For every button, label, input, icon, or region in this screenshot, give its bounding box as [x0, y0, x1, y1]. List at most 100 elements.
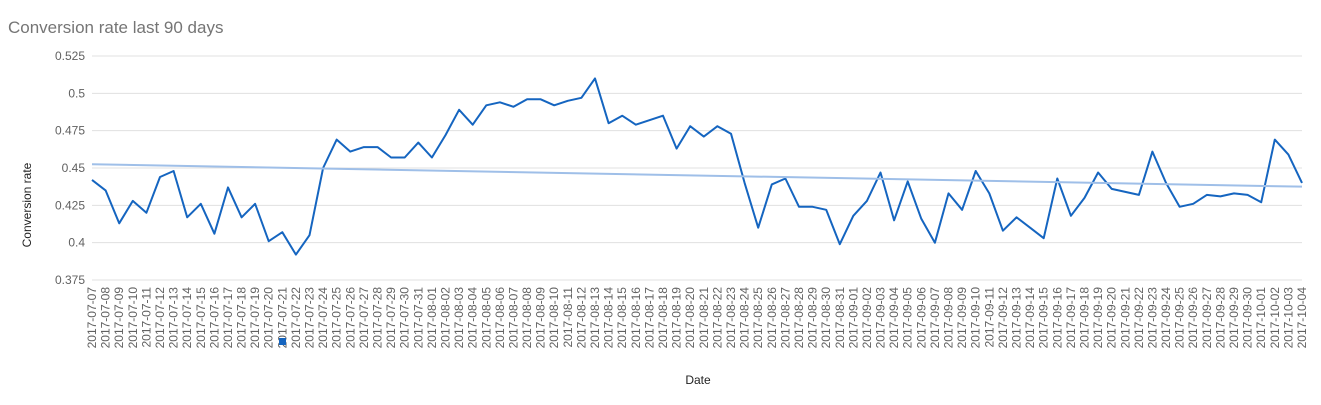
x-tick-label: 2017-07-11: [139, 287, 153, 348]
y-tick-label: 0.45: [62, 161, 86, 175]
y-tick-label: 0.425: [55, 198, 85, 212]
x-tick-label: 2017-08-18: [656, 287, 670, 349]
x-tick-label: 2017-08-04: [466, 287, 480, 349]
x-tick-label: 2017-09-19: [1091, 287, 1105, 349]
x-tick-label: 2017-09-06: [914, 287, 928, 349]
x-tick-label: 2017-07-14: [180, 287, 194, 349]
x-tick-label: 2017-07-08: [99, 287, 113, 349]
x-tick-label: 2017-07-13: [167, 287, 181, 349]
legend-swatch: [279, 338, 286, 345]
x-tick-label: 2017-08-12: [574, 287, 588, 349]
x-tick-label: 2017-09-09: [955, 287, 969, 349]
y-tick-label: 0.475: [55, 124, 85, 138]
x-tick-label: 2017-07-15: [194, 287, 208, 349]
x-tick-label: 2017-09-05: [901, 287, 915, 349]
x-tick-label: 2017-07-25: [330, 287, 344, 349]
x-tick-label: 2017-08-16: [629, 287, 643, 349]
x-tick-label: 2017-08-10: [547, 287, 561, 349]
trendline: [91, 163, 1303, 188]
x-tick-label: 2017-09-11: [982, 287, 996, 348]
x-tick-label: 2017-07-27: [357, 287, 371, 349]
x-tick-label: 2017-09-04: [887, 287, 901, 349]
x-tick-label: 2017-07-23: [303, 287, 317, 349]
x-tick-label: 2017-09-07: [928, 287, 942, 349]
x-tick-label: 2017-07-07: [85, 287, 99, 349]
y-axis-ticks: 0.375 0.4 0.425 0.45 0.475 0.5 0.525: [55, 49, 85, 287]
x-tick-label: 2017-07-29: [384, 287, 398, 349]
x-tick-label: 2017-07-26: [343, 287, 357, 349]
x-tick-label: 2017-09-29: [1227, 287, 1241, 349]
x-tick-label: 2017-08-05: [479, 287, 493, 349]
series-line-conversion-rate: [91, 77, 1303, 256]
x-axis-label: Date: [685, 373, 711, 387]
x-tick-label: 2017-08-03: [452, 287, 466, 349]
series-layer: [91, 77, 1303, 256]
y-tick-label: 0.4: [68, 236, 85, 250]
x-tick-label: 2017-09-17: [1064, 287, 1078, 349]
x-tick-label: 2017-09-12: [996, 287, 1010, 349]
x-tick-label: 2017-07-16: [207, 287, 221, 349]
legend: [279, 338, 286, 345]
x-tick-label: 2017-07-18: [235, 287, 249, 349]
x-tick-label: 2017-09-03: [874, 287, 888, 349]
x-tick-label: 2017-09-15: [1037, 287, 1051, 349]
x-tick-label: 2017-07-22: [289, 287, 303, 349]
x-tick-label: 2017-09-23: [1145, 287, 1159, 349]
chart-title: Conversion rate last 90 days: [8, 18, 223, 37]
x-tick-label: 2017-08-27: [778, 287, 792, 349]
x-tick-label: 2017-08-02: [438, 287, 452, 349]
x-tick-label: 2017-07-21: [275, 287, 289, 349]
x-tick-label: 2017-08-24: [738, 287, 752, 349]
x-tick-label: 2017-09-08: [942, 287, 956, 349]
x-tick-label: 2017-08-08: [520, 287, 534, 349]
x-tick-label: 2017-10-01: [1254, 287, 1268, 349]
x-tick-label: 2017-08-26: [765, 287, 779, 349]
x-tick-label: 2017-07-12: [153, 287, 167, 349]
x-tick-label: 2017-08-23: [724, 287, 738, 349]
x-tick-label: 2017-10-02: [1268, 287, 1282, 349]
x-tick-label: 2017-08-22: [710, 287, 724, 349]
x-tick-label: 2017-08-06: [493, 287, 507, 349]
x-tick-label: 2017-09-14: [1023, 287, 1037, 349]
x-tick-label: 2017-07-17: [221, 287, 235, 349]
x-tick-label: 2017-08-11: [561, 287, 575, 348]
x-tick-label: 2017-09-20: [1105, 287, 1119, 349]
x-tick-label: 2017-10-04: [1295, 287, 1309, 349]
x-tick-label: 2017-08-21: [697, 287, 711, 349]
x-tick-label: 2017-09-02: [860, 287, 874, 349]
x-tick-label: 2017-07-28: [371, 287, 385, 349]
x-tick-label: 2017-09-27: [1200, 287, 1214, 349]
x-tick-label: 2017-09-21: [1118, 287, 1132, 349]
x-tick-label: 2017-08-19: [670, 287, 684, 349]
x-tick-label: 2017-07-19: [248, 287, 262, 349]
y-tick-label: 0.375: [55, 273, 85, 287]
x-tick-label: 2017-08-28: [792, 287, 806, 349]
y-tick-label: 0.5: [68, 86, 85, 100]
x-tick-label: 2017-08-13: [588, 287, 602, 349]
x-tick-label: 2017-07-31: [411, 287, 425, 349]
y-tick-label: 0.525: [55, 49, 85, 63]
x-tick-label: 2017-07-10: [126, 287, 140, 349]
x-tick-label: 2017-08-07: [506, 287, 520, 349]
x-tick-label: 2017-07-30: [398, 287, 412, 349]
x-tick-label: 2017-08-20: [683, 287, 697, 349]
x-tick-label: 2017-08-01: [425, 287, 439, 349]
x-tick-label: 2017-09-22: [1132, 287, 1146, 349]
x-tick-label: 2017-09-10: [969, 287, 983, 349]
x-tick-label: 2017-07-20: [262, 287, 276, 349]
x-tick-label: 2017-07-09: [112, 287, 126, 349]
x-tick-label: 2017-09-28: [1213, 287, 1227, 349]
x-tick-label: 2017-10-03: [1281, 287, 1295, 349]
x-tick-label: 2017-09-18: [1077, 287, 1091, 349]
x-tick-label: 2017-08-25: [751, 287, 765, 349]
x-tick-label: 2017-08-31: [833, 287, 847, 349]
x-tick-label: 2017-09-25: [1173, 287, 1187, 349]
x-tick-label: 2017-08-09: [534, 287, 548, 349]
x-axis-ticks: 2017-07-07 2017-07-08 2017-07-09 2017-07-10…: [85, 287, 1309, 349]
x-tick-label: 2017-07-24: [316, 287, 330, 349]
x-tick-label: 2017-09-30: [1241, 287, 1255, 349]
x-tick-label: 2017-08-30: [819, 287, 833, 349]
x-tick-label: 2017-09-24: [1159, 287, 1173, 349]
x-tick-label: 2017-09-16: [1050, 287, 1064, 349]
x-tick-label: 2017-09-13: [1009, 287, 1023, 349]
